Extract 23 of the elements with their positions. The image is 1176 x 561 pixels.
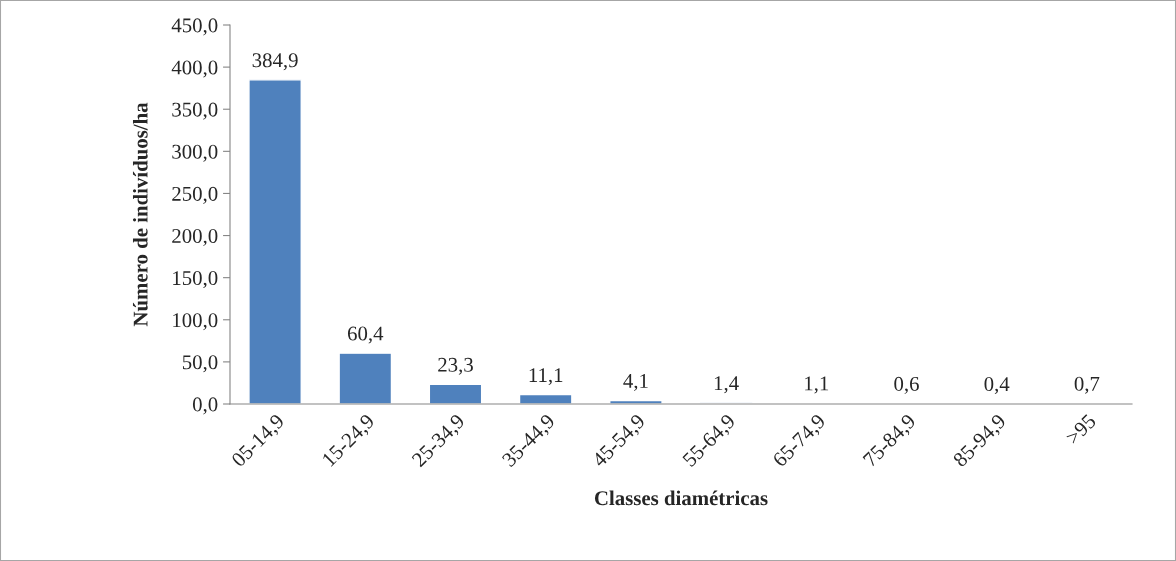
y-tick-label: 150,0 bbox=[173, 271, 218, 289]
y-tick-label: 200,0 bbox=[172, 228, 218, 246]
y-tick-label: 50,0 bbox=[182, 355, 218, 373]
y-tick-label: 250,0 bbox=[172, 186, 218, 204]
y-axis-title: Número de indivíduos/ha bbox=[132, 102, 148, 327]
data-label: 1,4 bbox=[714, 376, 739, 394]
data-label: 0,4 bbox=[984, 377, 1010, 395]
data-label: 11,1 bbox=[529, 368, 563, 386]
y-tick-label: 450,0 bbox=[171, 18, 218, 36]
data-label: 0,7 bbox=[1074, 376, 1100, 394]
data-label: 0,6 bbox=[894, 376, 919, 394]
data-label: 60,4 bbox=[347, 326, 384, 344]
data-label: 384,9 bbox=[252, 53, 298, 71]
y-tick-label: 100,0 bbox=[173, 313, 218, 331]
y-tick-label: 350,0 bbox=[172, 102, 218, 120]
y-tick-label: 300,0 bbox=[172, 144, 218, 162]
data-label: 1,1 bbox=[805, 376, 829, 394]
data-label: 4,1 bbox=[623, 374, 648, 391]
data-label: 23,3 bbox=[438, 357, 473, 375]
y-tick-label: 400,0 bbox=[171, 60, 218, 78]
y-tick-label: 0,0 bbox=[192, 397, 218, 415]
x-axis-title: Classes diamétricas bbox=[594, 490, 768, 506]
x-tick-label: >95 bbox=[1065, 413, 1097, 445]
